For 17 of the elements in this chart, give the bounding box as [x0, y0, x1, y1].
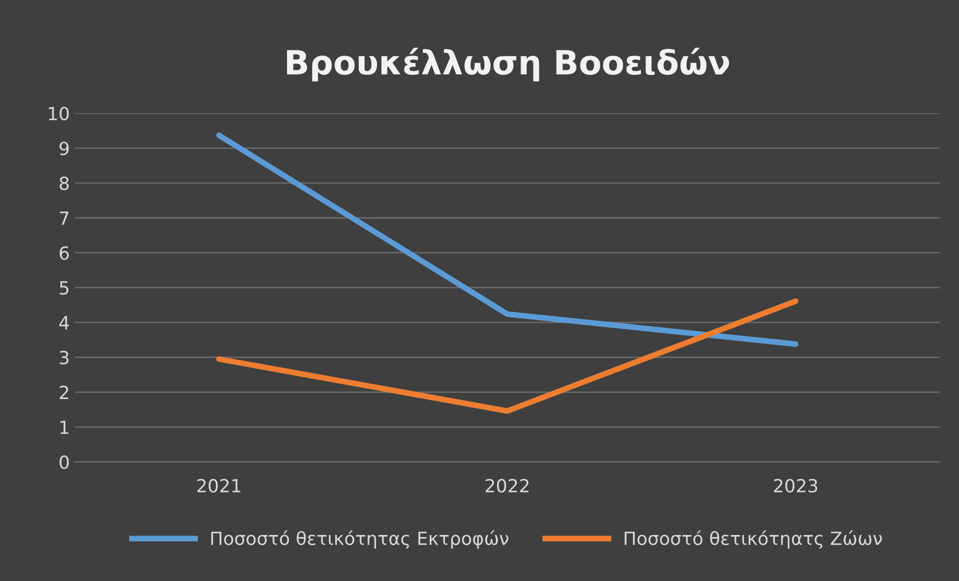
y-tick-label: 9 — [60, 142, 69, 156]
x-tick-label: 2022 — [486, 478, 528, 493]
y-tick-label: 2 — [60, 386, 68, 400]
chart-title: Βρουκέλλωση Βοοειδών — [287, 48, 730, 82]
y-tick-label: 3 — [60, 350, 68, 364]
x-tick-label: 2023 — [774, 478, 818, 493]
y-tick-label: 7 — [60, 212, 68, 225]
y-tick-label: 4 — [59, 316, 69, 330]
y-tick-label: 5 — [60, 281, 68, 295]
y-tick-label: 1 — [60, 420, 68, 434]
y-tick-label: 8 — [60, 176, 69, 190]
legend-label: Ποσοστό θετικότηατς Ζώων — [624, 530, 882, 549]
legend-label: Ποσοστό θετικότητας Εκτροφών — [211, 530, 508, 549]
x-tick-label: 2021 — [197, 478, 240, 493]
y-tick-label: 10 — [48, 106, 69, 120]
y-tick-label: 6 — [60, 246, 69, 260]
y-tick-label: 0 — [60, 455, 69, 470]
